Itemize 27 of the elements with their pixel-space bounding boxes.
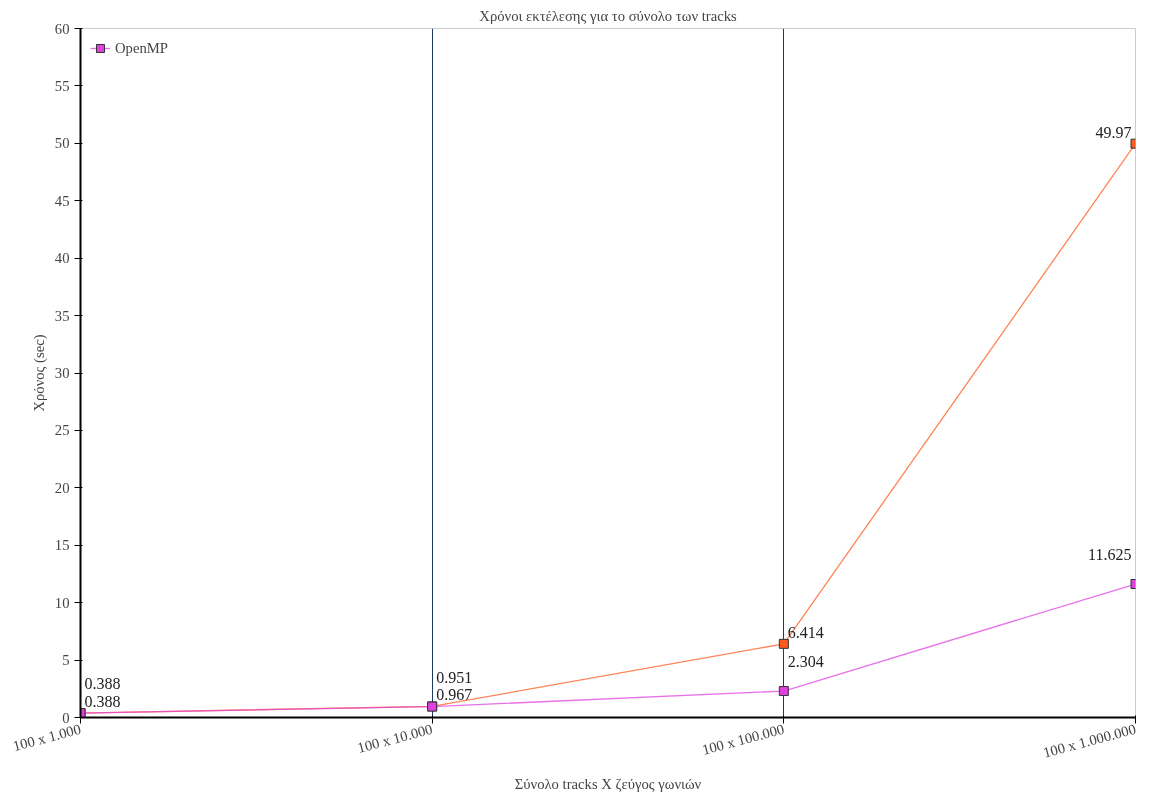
y-tick-label: 50 — [54, 135, 70, 152]
data-label: 2.304 — [787, 653, 824, 671]
data-label: 0.967 — [436, 686, 473, 704]
data-label: 0.951 — [436, 668, 473, 686]
y-tick-label: 5 — [62, 652, 70, 669]
x-axis-title: Σύνολο tracks X ζεύγος γωνιών — [514, 776, 702, 793]
x-tick-label: 100 x 100.000 — [700, 720, 786, 758]
y-tick-label: 0 — [62, 709, 70, 726]
data-label: 0.388 — [84, 675, 121, 693]
y-tick-label: 25 — [54, 422, 70, 439]
y-tick-label: 45 — [54, 192, 70, 209]
x-tick-label: 100 x 10.000 — [355, 720, 435, 757]
y-tick-label: 60 — [54, 20, 70, 37]
y-tick-label: 30 — [54, 365, 70, 381]
chart-title: Χρόνοι εκτέλεσης για το σύνολο των tracks — [479, 7, 737, 24]
data-label: 0.388 — [84, 693, 121, 711]
data-label: 11.625 — [1088, 546, 1132, 564]
y-tick-label: 15 — [54, 537, 70, 554]
x-tick-label: 100 x 1.000.000 — [1041, 720, 1138, 761]
data-label: 49.97 — [1095, 123, 1132, 141]
y-tick-label: 55 — [54, 77, 70, 94]
y-axis-title: Χρόνος (sec) — [30, 334, 48, 412]
y-tick-label: 20 — [54, 479, 70, 496]
y-tick-label: 35 — [54, 307, 70, 324]
y-tick-label: 10 — [54, 594, 70, 611]
legend-label: OpenMP — [115, 39, 168, 57]
y-tick-label: 40 — [54, 250, 70, 267]
